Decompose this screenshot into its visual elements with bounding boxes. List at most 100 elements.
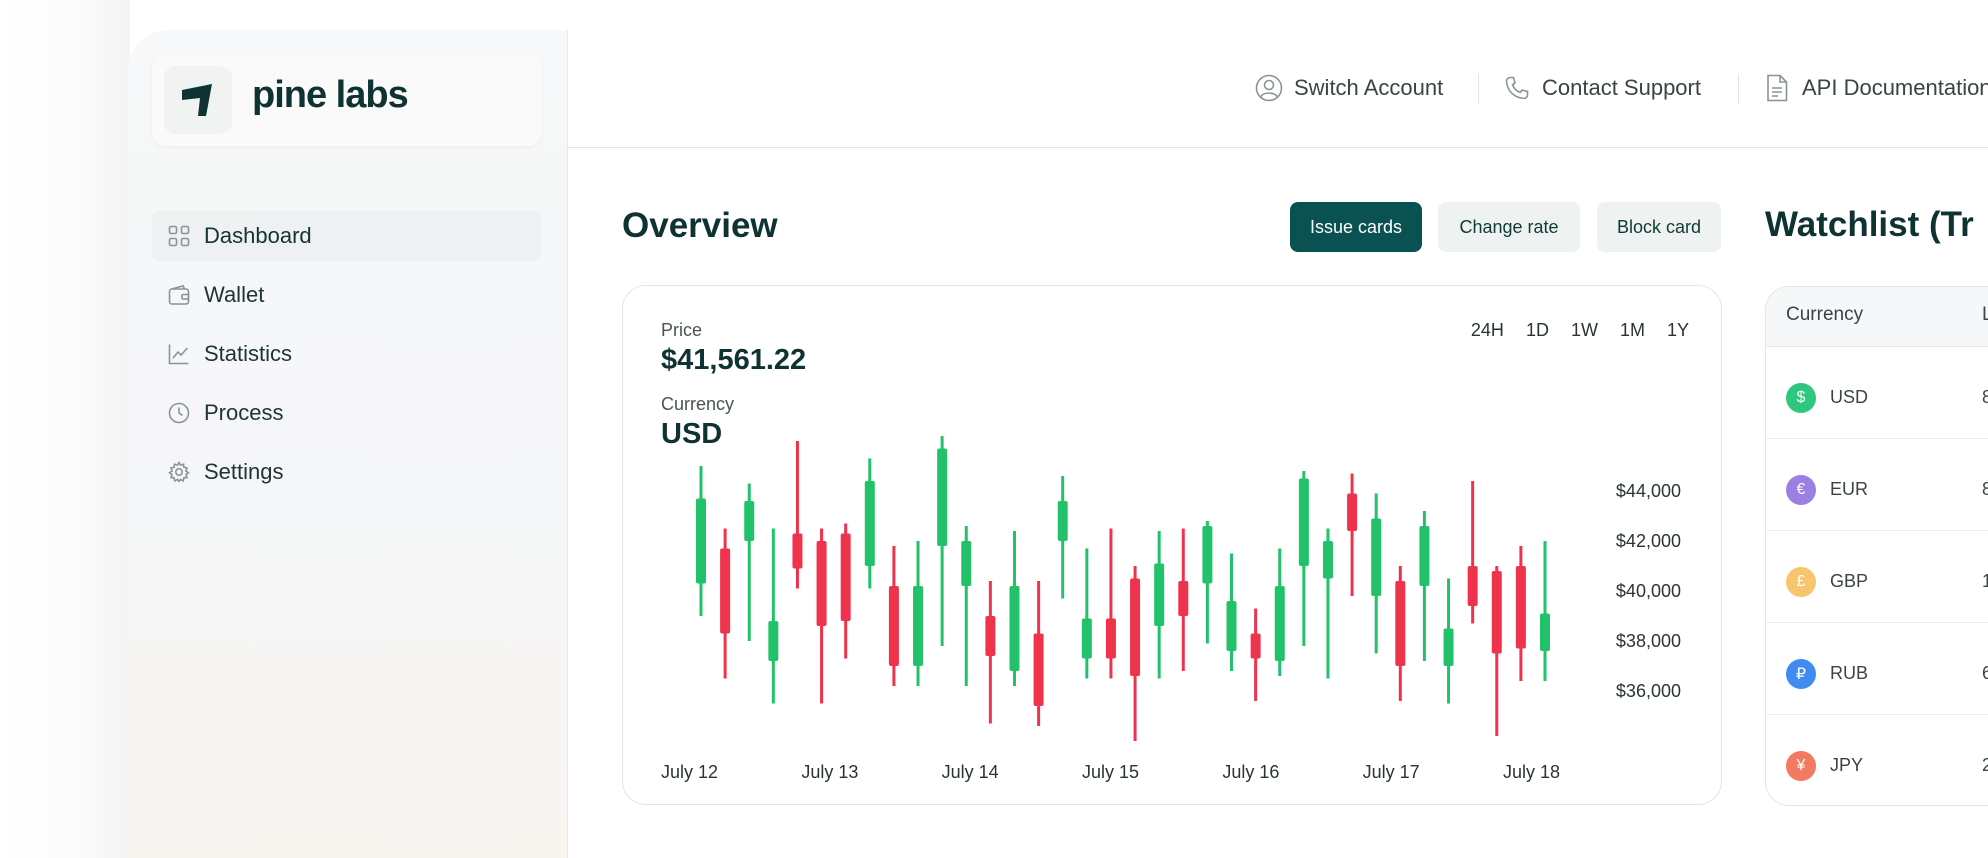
- y-tick-label: $40,000: [1616, 581, 1681, 601]
- candle-body: [1154, 563, 1165, 626]
- candle: [1202, 521, 1213, 644]
- candle: [1057, 476, 1068, 599]
- currency-label: Currency: [661, 394, 735, 414]
- candle: [961, 526, 972, 686]
- top-bar: Switch Account Contact Support API Docum…: [568, 30, 1988, 148]
- candle-body: [1347, 493, 1358, 531]
- price-label: Price: [661, 320, 703, 340]
- column-header-last: L: [1982, 304, 1988, 326]
- candle: [1491, 566, 1502, 736]
- candle: [696, 466, 706, 616]
- x-tick-label: July 14: [942, 762, 999, 782]
- euro-coin-icon: €: [1786, 475, 1816, 505]
- table-row[interactable]: ₽ RUB 6: [1766, 623, 1988, 715]
- candle: [1226, 553, 1237, 671]
- sidebar-item-statistics[interactable]: Statistics: [152, 328, 542, 380]
- grid-icon: [168, 225, 190, 247]
- candle-body: [1467, 566, 1478, 606]
- range-24h-tab[interactable]: 24H: [1470, 320, 1504, 340]
- sidebar-item-process[interactable]: Process: [152, 387, 542, 439]
- sidebar-item-label: Process: [204, 400, 284, 425]
- ruble-coin-icon: ₽: [1786, 659, 1816, 689]
- candle-body: [985, 616, 996, 656]
- candle-body: [1395, 581, 1406, 666]
- api-documentation-link[interactable]: API Documentation: [1762, 72, 1988, 104]
- candle: [1298, 471, 1309, 646]
- candle: [1250, 608, 1261, 701]
- sidebar-item-label: Settings: [204, 459, 284, 484]
- x-tick-label: July 18: [1503, 762, 1560, 782]
- candle-body: [1491, 571, 1502, 654]
- currency-value: 8: [1982, 387, 1988, 408]
- currency-code: USD: [1830, 387, 1869, 407]
- x-tick-label: July 13: [801, 762, 858, 782]
- candlestick-chart: $44,000 $42,000 $40,000 $38,000 $36,000 July …: [661, 436, 1681, 782]
- x-tick-label: July 15: [1082, 762, 1139, 782]
- candle-body: [1178, 581, 1189, 616]
- clock-icon: [168, 402, 190, 424]
- block-card-button[interactable]: Block card: [1597, 202, 1721, 252]
- candle-body: [696, 498, 706, 584]
- price-chart-card: Price $41,561.22 Currency USD 24H 1D 1W …: [622, 285, 1722, 805]
- candle: [840, 523, 851, 659]
- contact-support-link[interactable]: Contact Support: [1502, 72, 1701, 104]
- currency-code: GBP: [1830, 571, 1869, 591]
- sidebar-nav: Dashboard Wallet Statistics: [152, 210, 542, 505]
- watchlist-table: Currency L $ USD 8 € EUR 8 £ GBP 1 ₽ RUB…: [1765, 286, 1988, 806]
- sidebar-item-wallet[interactable]: Wallet: [152, 269, 542, 321]
- sidebar-item-label: Wallet: [204, 282, 265, 307]
- candle-body: [1515, 566, 1526, 649]
- switch-account-link[interactable]: Switch Account: [1254, 72, 1443, 104]
- candle-body: [1419, 526, 1430, 586]
- candle-body: [1081, 618, 1092, 659]
- candle: [816, 528, 827, 704]
- sidebar-item-label: Dashboard: [204, 223, 312, 248]
- candle-body: [1274, 586, 1285, 661]
- overview-title: Overview: [622, 206, 778, 245]
- range-1d-tab[interactable]: 1D: [1525, 320, 1549, 340]
- candle-body: [1033, 633, 1044, 706]
- document-icon: [1762, 73, 1792, 103]
- sidebar-item-dashboard[interactable]: Dashboard: [152, 210, 542, 262]
- candle-body: [1322, 541, 1333, 579]
- currency-value: USD: [661, 418, 723, 450]
- currency-value: 1: [1982, 571, 1988, 592]
- table-row[interactable]: £ GBP 1: [1766, 531, 1988, 623]
- candle-body: [1130, 578, 1141, 676]
- candle-body: [840, 533, 851, 621]
- range-1m-tab[interactable]: 1M: [1619, 320, 1645, 340]
- candle: [720, 528, 731, 679]
- table-row[interactable]: € EUR 8: [1766, 439, 1988, 531]
- candle-body: [1298, 478, 1309, 566]
- sidebar-item-label: Statistics: [204, 341, 293, 366]
- candle-body: [1009, 586, 1020, 671]
- candle: [1443, 578, 1454, 704]
- candle: [1130, 566, 1141, 741]
- column-header-currency: Currency: [1786, 304, 1864, 325]
- candle: [1540, 541, 1550, 681]
- switch-account-label: Switch Account: [1294, 75, 1444, 100]
- currency-code: RUB: [1830, 663, 1869, 683]
- candle: [1419, 511, 1430, 661]
- candle: [888, 546, 899, 686]
- range-1y-tab[interactable]: 1Y: [1666, 320, 1689, 340]
- candle-body: [888, 586, 899, 666]
- dollar-coin-icon: $: [1786, 383, 1816, 413]
- table-row[interactable]: ¥ JPY 2: [1766, 715, 1988, 805]
- issue-cards-button[interactable]: Issue cards: [1290, 202, 1422, 252]
- candle-body: [720, 548, 731, 634]
- candle: [1105, 528, 1116, 679]
- trend-chart-icon: [168, 343, 190, 365]
- candle-body: [744, 501, 755, 541]
- table-row[interactable]: $ USD 8: [1766, 347, 1988, 439]
- candle: [768, 528, 779, 704]
- range-1w-tab[interactable]: 1W: [1570, 320, 1598, 340]
- candle: [1467, 481, 1478, 624]
- change-rate-button[interactable]: Change rate: [1438, 202, 1580, 252]
- brand-logo[interactable]: pine labs: [152, 54, 542, 146]
- candle: [744, 483, 755, 641]
- candle: [913, 541, 924, 686]
- sidebar-item-settings[interactable]: Settings: [152, 446, 542, 498]
- candle-body: [792, 533, 803, 569]
- currency-value: 8: [1982, 479, 1988, 500]
